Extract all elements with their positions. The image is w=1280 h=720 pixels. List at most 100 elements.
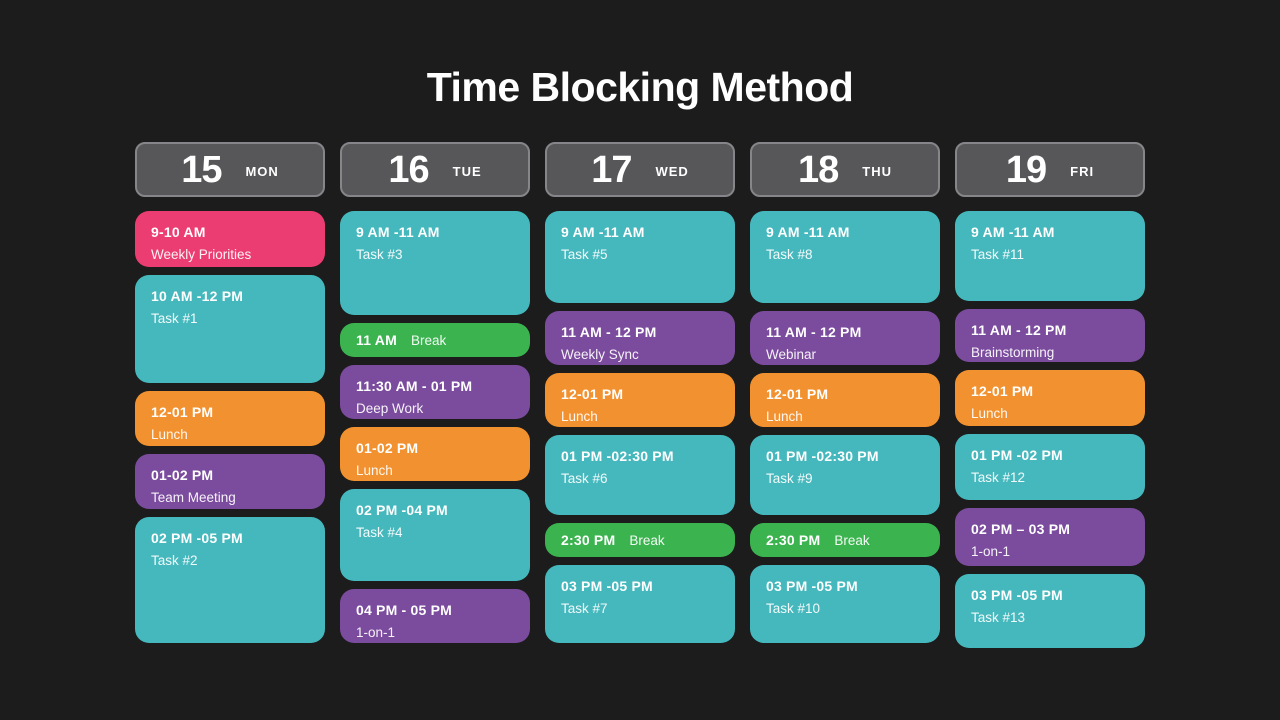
block-label: Weekly Sync [561,347,639,362]
block-label: Break [629,532,665,548]
block-label: Task #8 [766,247,813,262]
time-block[interactable]: 9-10 AM Weekly Priorities [135,211,325,267]
block-label: Task #5 [561,247,608,262]
block-time: 9-10 AM [151,224,206,240]
break-block[interactable]: 2:30 PM Break [750,523,940,557]
page-title: Time Blocking Method [426,64,854,110]
time-block[interactable]: 02 PM – 03 PM 1-on-1 [955,508,1145,566]
day-number: 18 [798,148,839,191]
block-time: 02 PM – 03 PM [971,521,1071,537]
block-time: 01-02 PM [151,467,214,483]
block-time: 11 AM - 12 PM [766,324,862,340]
time-block[interactable]: 01 PM -02 PM Task #12 [955,434,1145,500]
time-block[interactable]: 9 AM -11 AM Task #8 [750,211,940,303]
block-time: 9 AM -11 AM [766,224,850,240]
day-blocks: 9 AM -11 AM Task #5 11 AM - 12 PM Weekly… [545,211,735,643]
time-block[interactable]: 11 AM - 12 PM Webinar [750,311,940,365]
time-block[interactable]: 12-01 PM Lunch [135,391,325,446]
time-block[interactable]: 02 PM -04 PM Task #4 [340,489,530,581]
block-label: Task #9 [766,471,813,486]
time-block[interactable]: 12-01 PM Lunch [545,373,735,427]
block-time: 03 PM -05 PM [561,578,653,594]
time-block[interactable]: 9 AM -11 AM Task #5 [545,211,735,303]
day-abbreviation: MON [245,164,279,179]
time-block[interactable]: 01 PM -02:30 PM Task #9 [750,435,940,515]
block-time: 9 AM -11 AM [356,224,440,240]
day-abbreviation: FRI [1070,164,1095,179]
block-label: Weekly Priorities [151,247,252,262]
day-header[interactable]: 16 TUE [340,142,530,197]
block-time: 2:30 PM [561,532,616,548]
day-column: 17 WED 9 AM -11 AM Task #5 11 AM - 12 PM… [545,142,735,648]
block-label: 1-on-1 [971,544,1011,559]
block-time: 04 PM - 05 PM [356,602,452,618]
block-label: Task #7 [561,601,608,616]
day-blocks: 9 AM -11 AM Task #11 11 AM - 12 PM Brain… [955,211,1145,648]
day-column: 15 MON 9-10 AM Weekly Priorities 10 AM -… [135,142,325,648]
block-time: 01 PM -02:30 PM [561,448,674,464]
block-time: 02 PM -05 PM [151,530,243,546]
time-block[interactable]: 12-01 PM Lunch [750,373,940,427]
block-time: 02 PM -04 PM [356,502,448,518]
block-time: 9 AM -11 AM [971,224,1055,240]
block-label: Break [410,332,447,348]
time-block[interactable]: 04 PM - 05 PM 1-on-1 [340,589,530,643]
time-block[interactable]: 9 AM -11 AM Task #3 [340,211,530,315]
block-time: 01 PM -02:30 PM [766,448,879,464]
time-block[interactable]: 11 AM - 12 PM Brainstorming [955,309,1145,362]
time-block[interactable]: 12-01 PM Lunch [955,370,1145,426]
day-blocks: 9 AM -11 AM Task #3 11 AM Break 11:30 AM… [340,211,530,643]
time-block[interactable]: 03 PM -05 PM Task #7 [545,565,735,643]
block-time: 10 AM -12 PM [151,288,244,304]
block-label: Task #11 [971,247,1025,262]
block-label: Task #12 [971,470,1026,485]
time-block[interactable]: 11:30 AM - 01 PM Deep Work [340,365,530,419]
time-block[interactable]: 9 AM -11 AM Task #11 [955,211,1145,301]
break-block[interactable]: 2:30 PM Break [545,523,735,557]
time-block[interactable]: 11 AM - 12 PM Weekly Sync [545,311,735,365]
block-label: Lunch [971,406,1008,421]
block-time: 03 PM -05 PM [971,587,1063,603]
day-column: 19 FRI 9 AM -11 AM Task #11 11 AM - 12 P… [955,142,1145,648]
block-time: 12-01 PM [971,383,1034,399]
time-block[interactable]: 10 AM -12 PM Task #1 [135,275,325,383]
block-label: Task #6 [561,471,608,486]
block-label: Task #4 [356,525,403,540]
block-time: 01-02 PM [356,440,419,456]
day-abbreviation: THU [862,164,892,179]
time-block[interactable]: 03 PM -05 PM Task #13 [955,574,1145,648]
day-header[interactable]: 19 FRI [955,142,1145,197]
block-time: 12-01 PM [151,404,214,420]
block-time: 11 AM [356,332,397,348]
block-label: Task #10 [766,601,821,616]
block-time: 12-01 PM [561,386,624,402]
time-block[interactable]: 01-02 PM Lunch [340,427,530,481]
block-label: Lunch [151,427,188,442]
block-time: 11:30 AM - 01 PM [356,378,473,394]
block-label: Team Meeting [151,490,236,505]
day-abbreviation: WED [655,164,689,179]
block-time: 11 AM - 12 PM [971,322,1067,338]
block-label: 1-on-1 [356,625,396,640]
day-column: 16 TUE 9 AM -11 AM Task #3 11 AM Break 1… [340,142,530,648]
block-label: Task #3 [356,247,403,262]
block-label: Brainstorming [971,345,1055,360]
day-blocks: 9 AM -11 AM Task #8 11 AM - 12 PM Webina… [750,211,940,643]
time-block[interactable]: 02 PM -05 PM Task #2 [135,517,325,643]
day-header[interactable]: 15 MON [135,142,325,197]
day-blocks: 9-10 AM Weekly Priorities 10 AM -12 PM T… [135,211,325,643]
day-number: 19 [1005,148,1047,191]
block-label: Task #1 [151,311,198,326]
day-header[interactable]: 18 THU [750,142,940,197]
time-block[interactable]: 01 PM -02:30 PM Task #6 [545,435,735,515]
week-board: 15 MON 9-10 AM Weekly Priorities 10 AM -… [135,142,1145,648]
day-header[interactable]: 17 WED [545,142,735,197]
day-number: 16 [388,148,429,191]
time-block[interactable]: 01-02 PM Team Meeting [135,454,325,509]
time-block[interactable]: 03 PM -05 PM Task #10 [750,565,940,643]
block-label: Break [834,532,870,548]
block-label: Lunch [766,409,803,424]
block-time: 9 AM -11 AM [561,224,645,240]
break-block[interactable]: 11 AM Break [340,323,530,357]
